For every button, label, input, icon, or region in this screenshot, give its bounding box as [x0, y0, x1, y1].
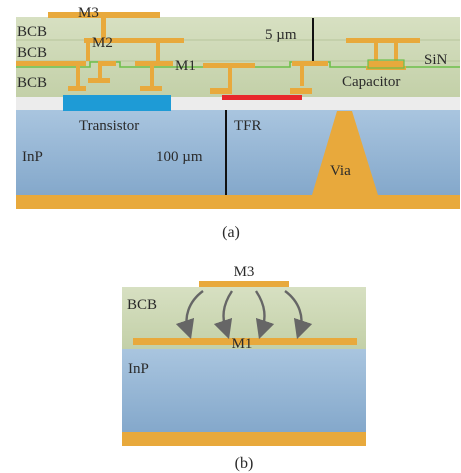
field-arrow-4	[284, 290, 313, 340]
capacitor-via-right	[394, 43, 398, 61]
capacitor-dielectric	[367, 59, 405, 69]
m1-drop-1	[76, 66, 80, 86]
m1-drop-5	[300, 66, 304, 86]
field-arrow-1	[175, 290, 204, 340]
m1-segment-1	[16, 61, 86, 66]
backside-metal	[16, 195, 460, 209]
m3-via-stub	[101, 18, 106, 38]
capacitor-top-plate	[346, 38, 420, 43]
label-bcb-1: BCB	[17, 24, 47, 40]
tfr-block	[222, 95, 302, 100]
label-m2: M2	[92, 35, 113, 51]
label-m1-b: M1	[232, 336, 253, 352]
label-inp-b: InP	[128, 361, 149, 377]
field-arrow-3	[255, 290, 275, 340]
label-100um: 100 µm	[156, 149, 203, 165]
label-tfr: TFR	[234, 118, 262, 134]
figure-a: BCB BCB BCB M3 M2 M1 5 µm SiN Capacitor …	[16, 5, 460, 241]
label-inp: InP	[22, 149, 43, 165]
label-bcb-2: BCB	[17, 45, 47, 61]
m2-line	[84, 38, 184, 43]
metal-interconnects	[16, 12, 420, 94]
transistor-contact-2	[88, 78, 110, 83]
via-shape	[312, 111, 378, 195]
tfr-contact-left	[210, 88, 232, 94]
transistor-block	[63, 95, 171, 111]
m1-drop-4	[228, 68, 232, 88]
m1-line-b	[133, 338, 357, 345]
m3-line	[48, 12, 160, 18]
m1-drop-2	[98, 66, 102, 78]
field-arrows	[175, 290, 313, 340]
caption-b: (b)	[235, 455, 254, 472]
label-m3: M3	[78, 5, 99, 21]
label-transistor: Transistor	[79, 118, 139, 134]
figure-b: M3 BCB M1 InP (b)	[122, 264, 366, 472]
label-capacitor: Capacitor	[342, 74, 400, 90]
label-m3-b: M3	[234, 264, 255, 280]
caption-a: (a)	[222, 224, 240, 241]
label-bcb-3: BCB	[17, 75, 47, 91]
label-sin: SiN	[424, 52, 448, 68]
transistor-contact-3	[140, 86, 162, 91]
field-arrow-2	[213, 290, 233, 340]
label-m1: M1	[175, 58, 196, 74]
m1-segment-5	[292, 61, 328, 66]
m1-segment-6	[368, 61, 404, 66]
label-5um: 5 µm	[265, 27, 297, 43]
transistor-contact-1	[68, 86, 86, 91]
label-via: Via	[330, 163, 351, 179]
m1-segment-3	[135, 61, 173, 66]
label-bcb-b: BCB	[127, 297, 157, 313]
m1-drop-3	[150, 66, 154, 86]
capacitor-via-left	[374, 43, 378, 61]
m1-segment-2	[98, 61, 116, 66]
inp-substrate	[16, 110, 460, 195]
inp-substrate-b	[122, 349, 366, 432]
m3-line-b	[199, 281, 289, 287]
m2-via-left	[86, 43, 90, 61]
tfr-contact-right	[290, 88, 312, 94]
m1-segment-4	[203, 63, 255, 68]
m2-via-right	[156, 43, 160, 61]
backside-metal-b	[122, 432, 366, 446]
